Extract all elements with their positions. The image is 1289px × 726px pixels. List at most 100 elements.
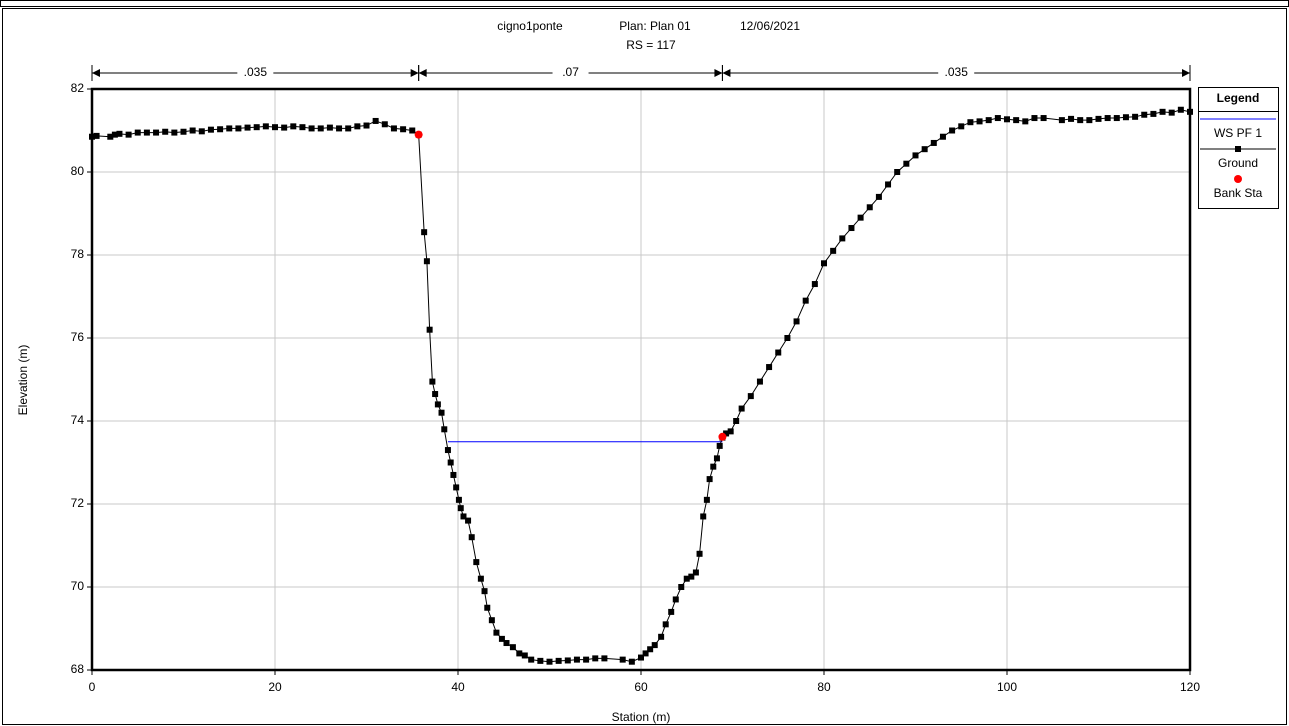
ground-point xyxy=(555,657,562,664)
ground-point xyxy=(647,646,654,653)
ground-point xyxy=(143,129,150,136)
top-strip xyxy=(0,0,1289,7)
ground-point xyxy=(528,656,535,663)
ground-point xyxy=(775,349,782,356)
ground-point xyxy=(678,584,685,590)
arrow-head xyxy=(722,69,731,77)
ground-point xyxy=(262,123,269,130)
arrow-head xyxy=(418,69,427,77)
bank-station xyxy=(414,130,423,139)
ground-point xyxy=(363,122,370,129)
ground-point xyxy=(628,658,635,665)
ground-point xyxy=(903,160,910,167)
ground-point xyxy=(1187,108,1193,115)
ground-point xyxy=(521,652,528,659)
arrow-head xyxy=(92,69,100,77)
x-tick-label: 80 xyxy=(817,680,831,694)
ground-point xyxy=(668,608,675,615)
ground-point xyxy=(1168,109,1175,116)
ground-point xyxy=(985,117,992,124)
y-tick-label: 68 xyxy=(71,662,85,676)
y-tick-label: 74 xyxy=(71,413,85,427)
ground-point xyxy=(894,169,901,175)
ground-point xyxy=(912,152,919,159)
ground-point xyxy=(1159,108,1166,115)
ground-point xyxy=(481,588,488,595)
ground-point xyxy=(1004,116,1010,123)
ground-point xyxy=(733,418,740,424)
ground-point xyxy=(1040,115,1047,122)
ground-point xyxy=(1132,113,1139,120)
ground-point xyxy=(453,484,460,491)
ground-point xyxy=(802,297,809,304)
arrow-head xyxy=(714,69,723,77)
ground-point xyxy=(308,125,315,132)
ground-point xyxy=(967,119,974,126)
ground-point xyxy=(272,124,278,131)
ground-point xyxy=(662,621,669,628)
ground-point xyxy=(601,655,608,662)
ground-point xyxy=(217,126,224,133)
ground-point xyxy=(921,146,928,153)
ground-point xyxy=(253,124,260,131)
plot-frame xyxy=(90,87,1192,672)
ground-point xyxy=(1177,106,1184,113)
ground-point xyxy=(930,139,937,146)
ground-point xyxy=(390,125,397,132)
ground-point xyxy=(432,391,439,398)
arrow-head xyxy=(410,69,419,77)
ground-point xyxy=(994,115,1001,122)
ground-point xyxy=(1095,115,1102,122)
ground-point xyxy=(477,575,484,582)
ground-point xyxy=(441,426,448,433)
ground-point xyxy=(198,128,205,135)
ground-point xyxy=(692,569,699,576)
ground-point xyxy=(326,124,333,131)
ground-point xyxy=(438,409,445,416)
manning-label: .035 xyxy=(945,65,969,79)
ground-point xyxy=(498,635,505,642)
ground-point xyxy=(723,430,730,437)
label-bg xyxy=(938,66,975,80)
ground-point xyxy=(784,335,791,341)
ground-point xyxy=(1104,115,1111,122)
ground-point xyxy=(354,123,361,130)
ground-point xyxy=(134,129,141,136)
y-tick-label: 76 xyxy=(71,330,85,344)
legend-label: WS PF 1 xyxy=(1214,126,1262,140)
ground-point xyxy=(811,281,818,288)
x-axis-label: Station (m) xyxy=(612,710,671,724)
ground-point xyxy=(171,129,178,136)
ground-point xyxy=(226,125,233,132)
y-tick-label: 72 xyxy=(71,496,85,510)
ground-point xyxy=(125,131,132,138)
ground-point xyxy=(976,118,983,125)
bank-station xyxy=(718,432,727,441)
ground-point xyxy=(509,644,516,651)
ground-point xyxy=(189,127,196,134)
manning-label: .07 xyxy=(562,65,579,79)
ground-point xyxy=(460,513,467,520)
ground-point xyxy=(573,656,580,663)
ground-point xyxy=(1150,110,1157,117)
legend-label: Bank Sta xyxy=(1214,186,1263,200)
ground-point xyxy=(747,393,754,400)
ground-point xyxy=(848,225,855,232)
plan-label: Plan: Plan 01 xyxy=(619,19,691,33)
ground-point xyxy=(537,657,544,664)
ground-point xyxy=(484,604,491,611)
ground-point xyxy=(1022,118,1029,125)
ground-point xyxy=(423,258,430,265)
ground-point xyxy=(473,559,480,566)
manning-label: .035 xyxy=(244,65,268,79)
frame xyxy=(2,8,1287,725)
y-tick-label: 78 xyxy=(71,247,85,261)
ground-point xyxy=(429,378,436,385)
ground-point xyxy=(727,428,734,435)
ground-point xyxy=(949,127,956,134)
ground-point xyxy=(207,126,214,133)
ground-point xyxy=(821,260,827,267)
ground-point xyxy=(426,326,433,333)
ground-point xyxy=(1122,114,1129,121)
